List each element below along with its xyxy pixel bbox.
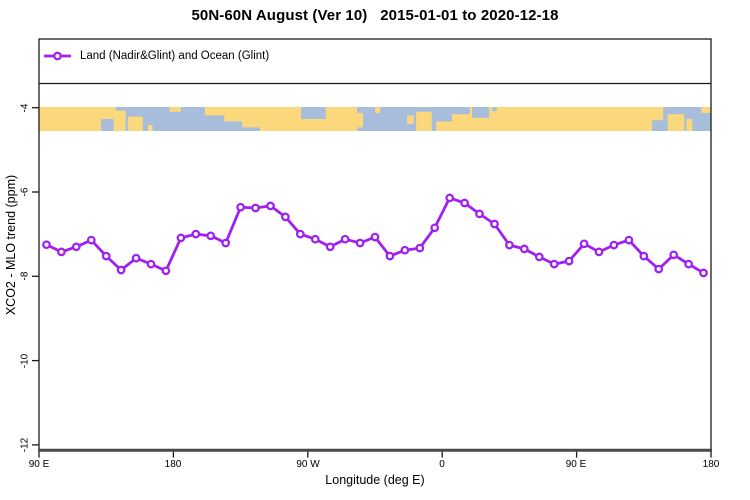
x-axis-title: Longitude (deg E) bbox=[325, 473, 425, 487]
data-point-marker bbox=[57, 247, 66, 257]
map-band-land-segment bbox=[242, 107, 261, 128]
data-point-marker bbox=[116, 265, 126, 275]
legend-label: Land (Nadir&Glint) and Ocean (Glint) bbox=[80, 50, 270, 62]
data-point-marker bbox=[131, 253, 141, 263]
x-tick-label-90e-1: 90 E bbox=[28, 459, 50, 470]
data-point-marker bbox=[519, 244, 529, 254]
data-point-marker bbox=[564, 256, 574, 266]
data-point-marker bbox=[490, 219, 499, 229]
data-point-marker bbox=[594, 247, 604, 257]
map-band-land-segment bbox=[148, 125, 153, 131]
map-band-land-segment bbox=[325, 107, 358, 131]
data-point-marker bbox=[266, 201, 275, 211]
data-point-marker bbox=[86, 235, 96, 245]
data-point-marker bbox=[699, 268, 708, 278]
x-tick-label-90w: 90 W bbox=[296, 459, 320, 470]
y-tick-label-neg10: -10 bbox=[19, 353, 31, 369]
data-point-marker bbox=[639, 251, 649, 261]
y-tick-label-neg8: -8 bbox=[19, 271, 31, 281]
map-band-ocean-patch bbox=[492, 107, 497, 112]
x-tick-label-180-1: 180 bbox=[164, 459, 182, 470]
y-tick-label-neg6: -6 bbox=[19, 187, 31, 197]
map-band-land-segment bbox=[169, 107, 181, 112]
map-band-land-segment bbox=[701, 107, 711, 113]
data-point-marker bbox=[609, 240, 619, 250]
data-point-marker bbox=[101, 251, 111, 261]
data-point-marker bbox=[430, 223, 440, 233]
data-point-marker bbox=[684, 259, 693, 269]
x-tick-label-90e-2: 90 E bbox=[565, 459, 587, 470]
data-point-marker bbox=[161, 266, 171, 276]
map-band-land-segment bbox=[39, 107, 101, 131]
map-band-land-segment bbox=[224, 107, 243, 122]
map-band-land-segment bbox=[451, 114, 470, 131]
chart-title: 50N-60N August (Ver 10) 2015-01-01 to 20… bbox=[191, 7, 559, 24]
data-point-marker bbox=[460, 198, 469, 208]
map-band-land-segment bbox=[436, 121, 452, 131]
y-axis-title: XCO2 - MLO trend (ppm) bbox=[4, 174, 18, 316]
legend-entry: Land (Nadir&Glint) and Ocean (Glint) bbox=[44, 49, 269, 63]
data-point-marker bbox=[624, 235, 634, 245]
data-point-marker bbox=[549, 259, 559, 269]
y-tick-label-neg12: -12 bbox=[19, 437, 31, 453]
x-tick-label-0: 0 bbox=[439, 459, 445, 470]
map-band-land-segment bbox=[416, 111, 432, 131]
map-band-land-segment bbox=[375, 107, 381, 113]
data-point-marker bbox=[325, 242, 335, 252]
data-point-marker bbox=[654, 264, 664, 274]
data-point-marker bbox=[281, 212, 290, 222]
data-point-marker bbox=[475, 209, 484, 219]
map-band-land-segment bbox=[127, 116, 143, 131]
map-band-land-segment bbox=[652, 107, 664, 121]
y-tick-label-neg4: -4 bbox=[19, 103, 31, 113]
data-point-marker bbox=[310, 234, 320, 244]
data-point-marker bbox=[191, 229, 201, 239]
data-point-marker bbox=[370, 232, 380, 242]
map-band-ocean-patch bbox=[472, 107, 490, 118]
data-point-marker bbox=[206, 231, 216, 241]
data-point-marker bbox=[355, 238, 365, 248]
data-point-marker bbox=[505, 240, 514, 250]
data-point-marker bbox=[236, 202, 245, 212]
x-tick-label-180-2: 180 bbox=[702, 459, 720, 470]
data-point-marker bbox=[221, 238, 231, 248]
data-point-marker bbox=[385, 251, 395, 261]
map-band-land-segment bbox=[260, 107, 302, 131]
map-band-land-segment bbox=[100, 107, 116, 119]
data-point-marker bbox=[579, 239, 589, 249]
data-point-marker bbox=[146, 259, 156, 269]
map-band-land-segment bbox=[686, 119, 693, 131]
map-band-land-segment bbox=[667, 114, 685, 131]
map-band-land-segment bbox=[407, 115, 414, 124]
data-point-marker bbox=[415, 243, 425, 253]
legend-line-marker-icon bbox=[44, 51, 71, 61]
data-point-marker bbox=[251, 203, 260, 213]
map-band-land-segment bbox=[469, 107, 653, 131]
data-point-marker bbox=[340, 234, 350, 244]
map-band-land-segment bbox=[301, 119, 326, 131]
data-point-marker bbox=[295, 229, 305, 239]
data-point-marker bbox=[71, 242, 81, 252]
data-point-marker bbox=[400, 245, 410, 255]
data-point-marker bbox=[534, 252, 544, 262]
data-point-marker bbox=[445, 193, 455, 203]
data-point-marker bbox=[669, 250, 679, 260]
data-point-marker bbox=[176, 233, 186, 243]
data-point-marker bbox=[42, 240, 51, 250]
map-band-land-segment bbox=[357, 113, 364, 128]
map-band-land-segment bbox=[204, 107, 225, 116]
map-band-land-segment bbox=[113, 110, 126, 131]
